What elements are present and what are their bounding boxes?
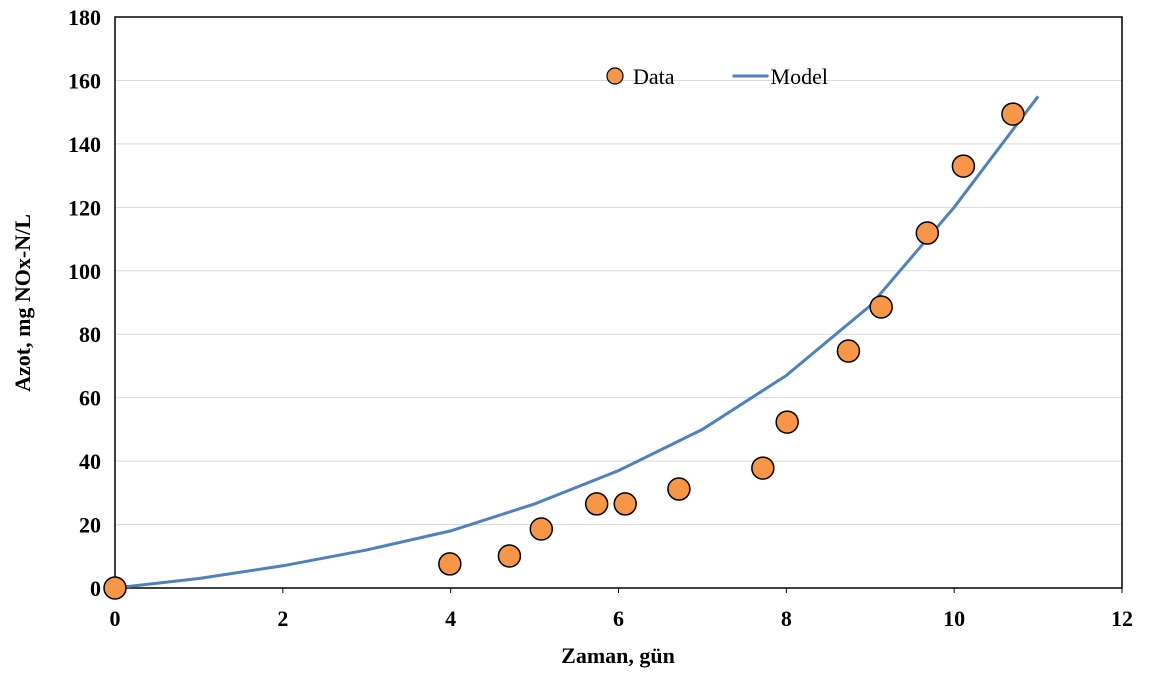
data-point xyxy=(497,544,522,568)
data-point xyxy=(103,576,127,600)
x-tick-label: 2 xyxy=(277,606,288,631)
plot-frame xyxy=(114,16,1123,589)
x-tick-label: 6 xyxy=(613,606,624,631)
x-axis-label: Zaman, gün xyxy=(561,643,675,668)
y-axis-label: Azot, mg NOx-N/L xyxy=(10,214,35,392)
y-tick-label: 60 xyxy=(79,386,101,411)
data-point xyxy=(951,154,976,178)
y-tick-label: 80 xyxy=(79,322,101,347)
x-tick-label: 10 xyxy=(943,606,965,631)
y-tick-label: 120 xyxy=(68,195,101,220)
data-point xyxy=(613,492,637,516)
data-point xyxy=(1001,102,1025,126)
y-tick-label: 40 xyxy=(79,449,101,474)
y-tick-label: 20 xyxy=(79,513,101,538)
data-point xyxy=(751,456,775,480)
data-point xyxy=(775,410,799,434)
model-line xyxy=(114,95,1040,590)
legend-marker xyxy=(606,67,624,85)
x-tick-label: 12 xyxy=(1111,606,1133,631)
y-tick-label: 0 xyxy=(90,576,101,601)
y-tick-label: 100 xyxy=(68,259,101,284)
data-point xyxy=(584,492,609,516)
y-tick-label: 140 xyxy=(68,132,101,157)
data-point xyxy=(438,552,462,576)
legend-label: Model xyxy=(771,64,828,89)
x-tick-label: 8 xyxy=(781,606,792,631)
legend-label: Data xyxy=(633,64,675,89)
y-tick-label: 160 xyxy=(68,68,101,93)
data-point xyxy=(915,221,940,245)
data-point xyxy=(869,295,893,319)
y-tick-label: 180 xyxy=(68,5,101,30)
data-point xyxy=(529,517,554,541)
x-tick-label: 0 xyxy=(110,606,121,631)
data-point xyxy=(836,339,861,363)
data-point xyxy=(667,477,691,501)
x-tick-label: 4 xyxy=(445,606,456,631)
